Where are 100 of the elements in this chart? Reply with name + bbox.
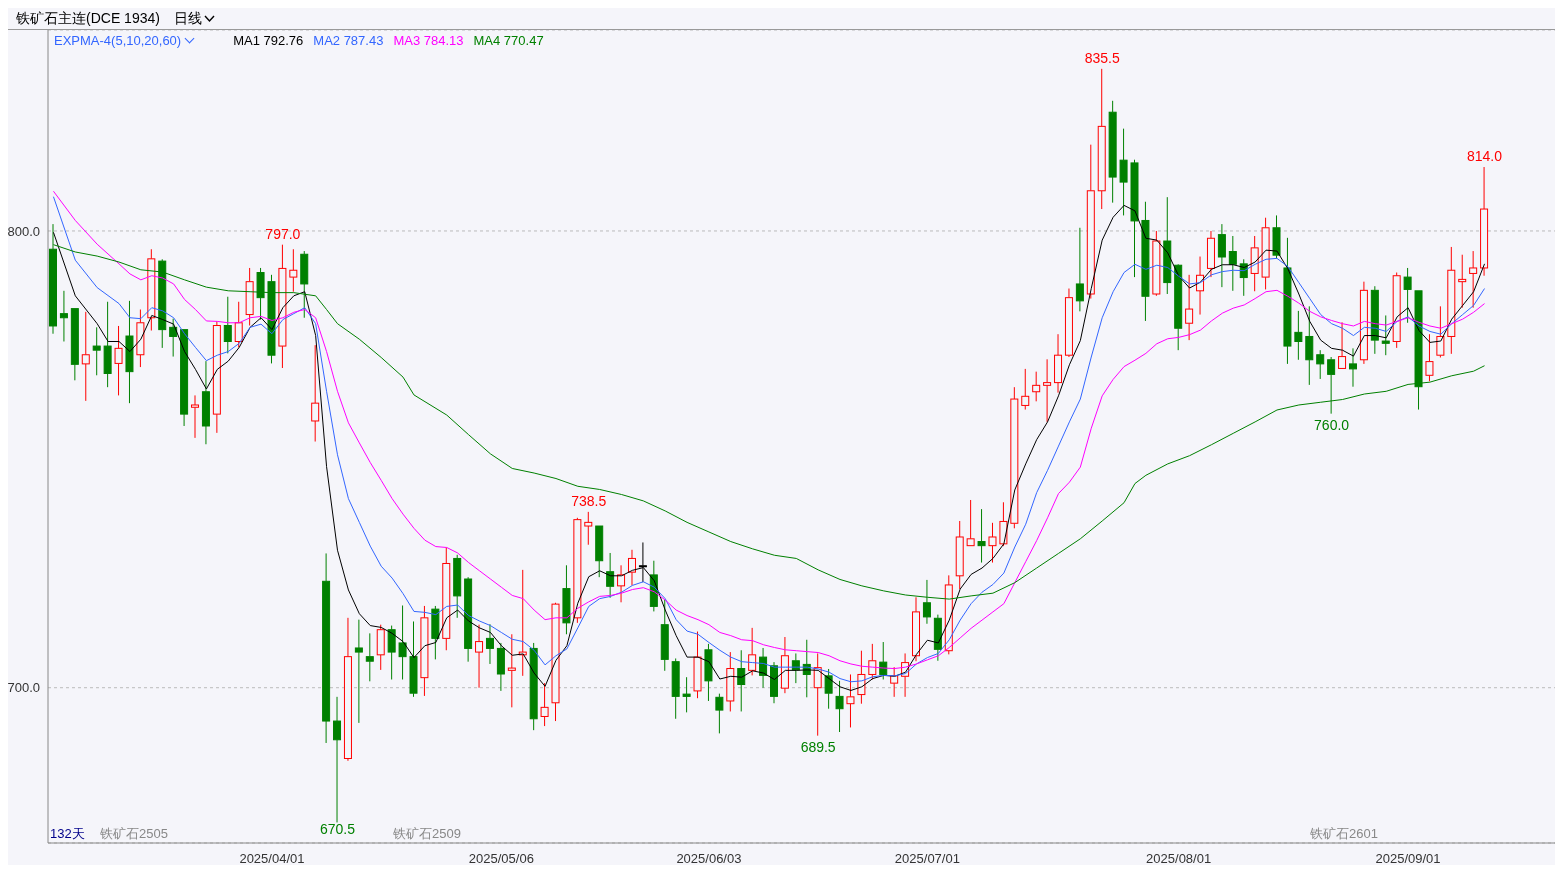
candlestick — [1359, 281, 1368, 365]
candlestick — [191, 394, 200, 439]
candlestick — [125, 300, 134, 404]
candlestick — [1119, 128, 1128, 216]
x-tick-label: 2025/09/01 — [1375, 851, 1441, 866]
candlestick — [540, 682, 549, 727]
candlestick — [682, 676, 691, 713]
candlestick — [1381, 314, 1390, 356]
candlestick — [464, 576, 473, 663]
candlestick — [638, 541, 647, 583]
candlestick — [1217, 223, 1226, 288]
candlestick — [1228, 235, 1237, 292]
candlestick — [529, 642, 538, 731]
y-tick-label: 800.0 — [7, 223, 40, 239]
candlestick — [147, 248, 156, 332]
candlestick — [1206, 230, 1215, 278]
candlestick — [1458, 254, 1467, 309]
candlestick — [1447, 246, 1456, 355]
candlestick — [955, 520, 964, 590]
x-tick-label: 2025/07/01 — [894, 851, 960, 866]
candlestick — [1480, 166, 1489, 277]
candlestick — [660, 599, 669, 672]
annotation: 铁矿石2505 — [100, 825, 168, 843]
candlestick — [212, 320, 221, 434]
candlestick — [737, 649, 746, 712]
text: MA3 784.13 — [393, 33, 464, 48]
candlestick — [627, 549, 636, 586]
candlestick — [507, 633, 516, 708]
candlestick — [1469, 250, 1478, 309]
candlestick — [1294, 310, 1303, 361]
annotation: 132天 — [50, 825, 85, 843]
candlestick — [1163, 196, 1172, 295]
candlestick — [354, 619, 363, 724]
x-tick-label: 2025/05/06 — [468, 851, 534, 866]
annotation: 铁矿石2509 — [393, 825, 461, 843]
candlestick — [103, 301, 112, 388]
candlestick — [606, 552, 615, 599]
candlestick — [1185, 274, 1194, 341]
candlestick — [1075, 227, 1084, 312]
x-tick-label: 2025/04/01 — [239, 851, 305, 866]
x-tick-label: 2025/08/01 — [1146, 851, 1212, 866]
x-tick-label: 2025/06/03 — [676, 851, 742, 866]
candlestick — [1261, 217, 1270, 290]
candlestick — [333, 696, 342, 823]
candlestick — [1097, 68, 1106, 210]
candlestick — [114, 325, 123, 396]
candlestick — [977, 508, 986, 564]
candlestick — [365, 632, 374, 682]
candlestick — [343, 617, 352, 762]
candlestick — [1283, 237, 1292, 365]
candlestick — [770, 661, 778, 704]
chart-subtitle: 日线 — [173, 9, 203, 28]
candlestick — [59, 290, 68, 342]
candlestick — [617, 564, 626, 603]
candlestick — [584, 511, 593, 546]
text: MA4 770.47 — [473, 33, 544, 48]
candlestick — [1021, 368, 1030, 411]
candlestick — [322, 552, 331, 744]
legend-title: EXPMA-4(5,10,20,60) — [54, 33, 183, 48]
candlestick — [398, 604, 407, 680]
annotation: 689.5 — [800, 738, 836, 755]
annotation: 835.5 — [1084, 49, 1120, 66]
candlestick — [81, 311, 90, 402]
candlestick — [1054, 333, 1063, 394]
candlestick — [1174, 264, 1183, 351]
candlestick — [671, 657, 680, 720]
candlestick — [780, 636, 789, 694]
candlestick — [485, 623, 494, 665]
candlestick — [791, 652, 800, 684]
candlestick — [289, 248, 298, 293]
text: MA1 792.76 — [233, 33, 304, 48]
candlestick — [201, 360, 210, 445]
candlestick — [92, 326, 101, 376]
candlestick — [496, 642, 505, 692]
annotation: 760.0 — [1314, 416, 1350, 433]
candlestick — [562, 564, 571, 635]
candlestick — [1032, 371, 1041, 402]
candlestick — [912, 596, 921, 662]
candlestick — [1108, 100, 1117, 204]
candlestick — [846, 673, 855, 728]
y-tick-label: 700.0 — [7, 680, 40, 696]
candlestick — [1141, 201, 1150, 322]
annotation: 670.5 — [319, 821, 356, 838]
chart-title: 铁矿石主连(DCE 1934) — [16, 9, 160, 28]
annotation: 797.0 — [265, 225, 301, 242]
annotation: 铁矿石2601 — [1310, 825, 1378, 843]
annotation: 814.0 — [1467, 148, 1503, 165]
annotation: 738.5 — [571, 492, 607, 509]
text: MA2 787.43 — [313, 33, 384, 48]
candlestick — [1370, 285, 1379, 355]
candlestick — [1043, 358, 1052, 423]
candlestick — [1348, 347, 1357, 388]
candlestick — [442, 546, 451, 651]
candlestick — [1327, 356, 1336, 415]
candlestick — [300, 250, 309, 319]
candlestick — [475, 624, 484, 689]
candlestick — [311, 344, 320, 443]
candlestick — [1305, 305, 1314, 386]
candlestick — [1064, 288, 1073, 358]
candlestick — [933, 614, 942, 662]
